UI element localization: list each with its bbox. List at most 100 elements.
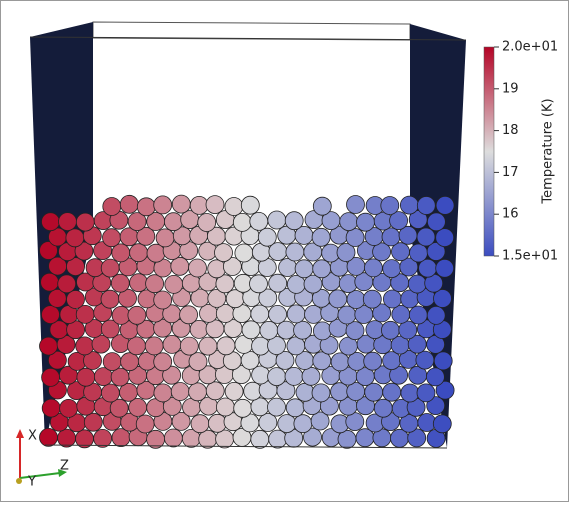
particle (154, 291, 172, 309)
particle (268, 398, 286, 416)
particle (206, 382, 224, 400)
particle (180, 306, 198, 324)
particle (252, 337, 270, 355)
particle (112, 306, 130, 324)
particle (103, 198, 121, 216)
particle (417, 197, 435, 215)
particle (180, 337, 198, 355)
particle (287, 305, 305, 323)
particle (433, 415, 451, 433)
colorbar-tick-label: 18 (502, 123, 519, 138)
particle (40, 428, 58, 446)
particle (234, 399, 252, 417)
particle (146, 275, 164, 293)
particle (101, 259, 119, 277)
particle (241, 196, 259, 214)
particle (215, 244, 233, 262)
colorbar-tick-label: 17 (502, 165, 519, 180)
particle (436, 229, 454, 247)
particle (198, 214, 216, 232)
particle (258, 228, 276, 246)
particle (401, 384, 419, 402)
particle (417, 384, 435, 402)
particle (436, 196, 454, 214)
particle (347, 196, 365, 214)
particle (347, 291, 365, 309)
particle (189, 353, 207, 371)
axis-label: X (28, 429, 37, 444)
particle (383, 383, 401, 401)
particle (305, 305, 323, 323)
particle (285, 212, 303, 230)
particle (145, 337, 163, 355)
particle (103, 229, 121, 247)
particle (94, 429, 112, 447)
particle (338, 306, 356, 324)
axis-label: Z (60, 459, 69, 474)
particle (287, 337, 305, 355)
particle (294, 415, 312, 433)
particle (269, 305, 287, 323)
particle (156, 229, 174, 247)
particle (312, 384, 330, 402)
particle (130, 244, 148, 262)
particle (250, 275, 268, 293)
particle (235, 244, 253, 262)
particle (84, 413, 102, 431)
particle (285, 367, 303, 385)
particle (363, 290, 381, 308)
particle (383, 352, 401, 370)
particle (112, 429, 130, 447)
particle (382, 228, 400, 246)
particle (436, 259, 454, 277)
particle (268, 211, 286, 229)
particle (171, 383, 189, 401)
particle (365, 383, 383, 401)
particle (312, 228, 330, 246)
particle (171, 257, 189, 275)
particle (286, 243, 304, 261)
particle (251, 430, 269, 448)
particle (66, 229, 84, 247)
particle (154, 384, 172, 402)
particle (216, 398, 234, 416)
particle (42, 399, 60, 417)
colorbar (484, 47, 494, 256)
particle (408, 275, 426, 293)
particle (76, 337, 94, 355)
particle (269, 430, 287, 448)
particle (278, 415, 296, 433)
particle (400, 196, 418, 214)
particle (208, 414, 226, 432)
particle (101, 384, 119, 402)
particle (41, 273, 59, 291)
particle (164, 429, 182, 447)
particle (286, 399, 304, 417)
particle (427, 213, 445, 231)
particle (294, 321, 312, 339)
particle (225, 198, 243, 216)
particle (58, 429, 76, 447)
particle (269, 274, 287, 292)
particle (374, 399, 392, 417)
particle (268, 368, 286, 386)
particle (154, 196, 172, 214)
particle (313, 260, 331, 278)
particle (147, 244, 165, 262)
particle (409, 306, 427, 324)
particle (242, 321, 260, 339)
particle (295, 260, 313, 278)
colorbar-tick-label: 2.0e+01 (502, 40, 558, 55)
colorbar-tick-label: 19 (502, 81, 519, 96)
particle (277, 321, 295, 339)
colorbar-tick-label: 16 (502, 207, 519, 222)
colorbar-tick-label: 1.5e+01 (502, 249, 558, 264)
particle (42, 368, 60, 386)
particle (225, 382, 243, 400)
particle (302, 367, 320, 385)
particle (364, 259, 382, 277)
particle (111, 274, 129, 292)
particle (164, 213, 182, 231)
particle (42, 306, 60, 324)
particle (121, 353, 139, 371)
